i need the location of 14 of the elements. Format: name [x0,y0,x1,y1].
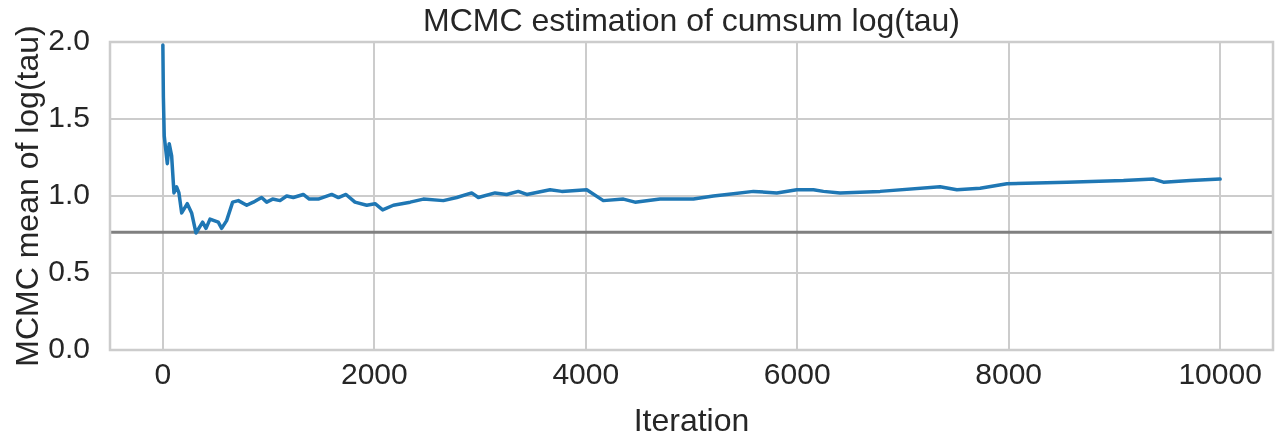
x-tick-label: 2000 [340,357,408,391]
x-tick-label: 0 [154,357,172,391]
y-tick-label: 1.5 [48,100,90,134]
x-tick-label: 6000 [763,357,831,391]
y-axis-title: MCMC mean of log(tau) [9,25,46,367]
x-axis-title: Iteration [633,401,750,438]
x-tick-label: 10000 [1178,357,1262,391]
y-tick-label: 0.0 [48,331,90,365]
chart-title: MCMC estimation of cumsum log(tau) [422,1,961,38]
y-tick-label: 2.0 [48,23,90,57]
y-tick-label: 0.5 [48,254,90,288]
y-tick-label: 1.0 [48,177,90,211]
x-tick-label: 8000 [975,357,1043,391]
x-tick-label: 4000 [552,357,620,391]
